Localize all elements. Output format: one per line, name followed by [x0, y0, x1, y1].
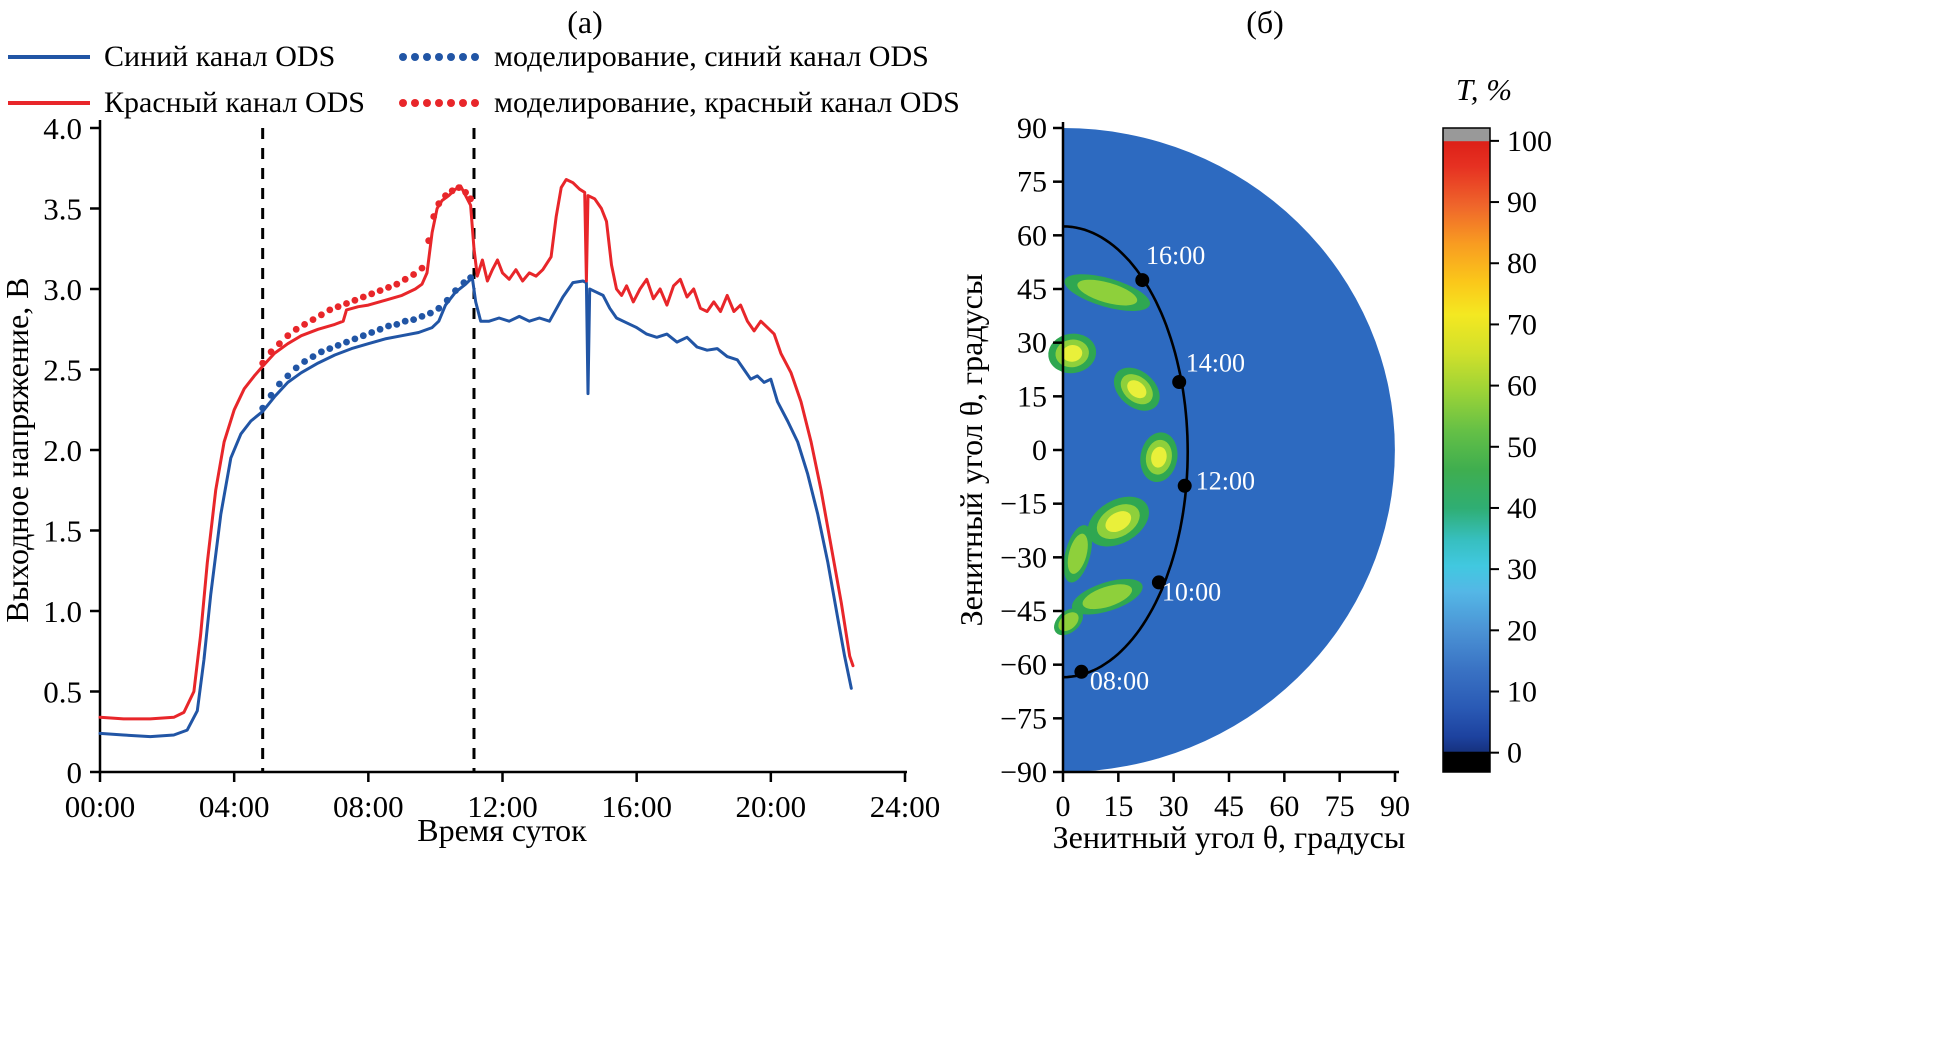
svg-text:14:00: 14:00: [1186, 348, 1245, 377]
svg-text:3.5: 3.5: [43, 192, 82, 227]
svg-text:−75: −75: [1000, 702, 1047, 735]
a-x-axis-label: Время суток: [417, 812, 587, 848]
legend-row-blue: Синий канал ODS моделирование, синий кан…: [6, 34, 960, 80]
legend-label-blue-channel: Синий канал ODS: [104, 40, 336, 73]
svg-text:0: 0: [1507, 737, 1522, 770]
legend-label-red-channel: Красный канал ODS: [104, 86, 365, 119]
svg-text:10:00: 10:00: [1162, 577, 1221, 606]
svg-text:100: 100: [1507, 125, 1552, 158]
svg-text:24:00: 24:00: [870, 789, 941, 824]
legend-line-red-solid-icon: [6, 95, 92, 111]
svg-text:0.5: 0.5: [43, 675, 82, 710]
svg-text:08:00: 08:00: [1090, 667, 1149, 696]
svg-text:16:00: 16:00: [601, 789, 672, 824]
svg-text:30: 30: [1159, 790, 1189, 823]
svg-text:15: 15: [1017, 380, 1047, 413]
svg-text:16:00: 16:00: [1146, 241, 1205, 270]
svg-text:0: 0: [67, 755, 83, 790]
legend-label-blue-model: моделирование, синий канал ODS: [494, 40, 929, 73]
svg-text:30: 30: [1507, 553, 1537, 586]
svg-text:40: 40: [1507, 492, 1537, 525]
b-y-axis-label: Зенитный угол θ, градусы: [960, 274, 989, 627]
panel-b-title: (б): [1246, 4, 1284, 40]
svg-text:1.0: 1.0: [43, 594, 82, 629]
zenith-angle-polar-plot: Зенитный угол θ, градусы Зенитный угол θ…: [960, 72, 1552, 855]
svg-text:00:00: 00:00: [65, 789, 136, 824]
svg-text:60: 60: [1507, 370, 1537, 403]
svg-text:10: 10: [1507, 676, 1537, 709]
colorbar-title: T, %: [1456, 72, 1512, 107]
svg-text:20:00: 20:00: [736, 789, 807, 824]
svg-text:0: 0: [1056, 790, 1071, 823]
svg-text:75: 75: [1017, 166, 1047, 199]
svg-text:2.5: 2.5: [43, 353, 82, 388]
svg-text:12:00: 12:00: [467, 789, 538, 824]
svg-text:60: 60: [1269, 790, 1299, 823]
legend-line-blue-solid-icon: [6, 49, 92, 65]
b-x-axis-label: Зенитный угол θ, градусы: [1053, 819, 1406, 855]
svg-text:3.0: 3.0: [43, 272, 82, 307]
svg-text:08:00: 08:00: [333, 789, 404, 824]
svg-text:90: 90: [1017, 112, 1047, 145]
svg-text:0: 0: [1032, 434, 1047, 467]
panel-a-title: (а): [567, 4, 603, 40]
svg-text:15: 15: [1103, 790, 1133, 823]
output-voltage-chart: Выходное напряжение, В Время суток 0 0.5 1…: [0, 111, 941, 848]
svg-text:−60: −60: [1000, 649, 1047, 682]
svg-text:75: 75: [1325, 790, 1355, 823]
svg-text:90: 90: [1380, 790, 1410, 823]
svg-text:20: 20: [1507, 614, 1537, 647]
legend-line-red-dotted-icon: [396, 95, 482, 111]
svg-text:30: 30: [1017, 327, 1047, 360]
svg-text:4.0: 4.0: [43, 111, 82, 146]
legend-line-blue-dotted-icon: [396, 49, 482, 65]
svg-text:04:00: 04:00: [199, 789, 270, 824]
svg-text:12:00: 12:00: [1196, 466, 1255, 495]
svg-text:2.0: 2.0: [43, 433, 82, 468]
svg-text:1.5: 1.5: [43, 514, 82, 549]
legend: Синий канал ODS моделирование, синий кан…: [6, 34, 960, 126]
svg-text:70: 70: [1507, 308, 1537, 341]
svg-text:−15: −15: [1000, 488, 1047, 521]
svg-text:−90: −90: [1000, 756, 1047, 789]
svg-text:80: 80: [1507, 247, 1537, 280]
svg-text:45: 45: [1214, 790, 1244, 823]
legend-label-red-model: моделирование, красный канал ODS: [494, 86, 960, 119]
legend-row-red: Красный канал ODS моделирование, красный…: [6, 80, 960, 126]
svg-text:−30: −30: [1000, 541, 1047, 574]
svg-text:60: 60: [1017, 219, 1047, 252]
a-y-axis-label: Выходное напряжение, В: [0, 277, 35, 622]
svg-text:50: 50: [1507, 431, 1537, 464]
svg-text:45: 45: [1017, 273, 1047, 306]
svg-text:90: 90: [1507, 186, 1537, 219]
svg-text:−45: −45: [1000, 595, 1047, 628]
